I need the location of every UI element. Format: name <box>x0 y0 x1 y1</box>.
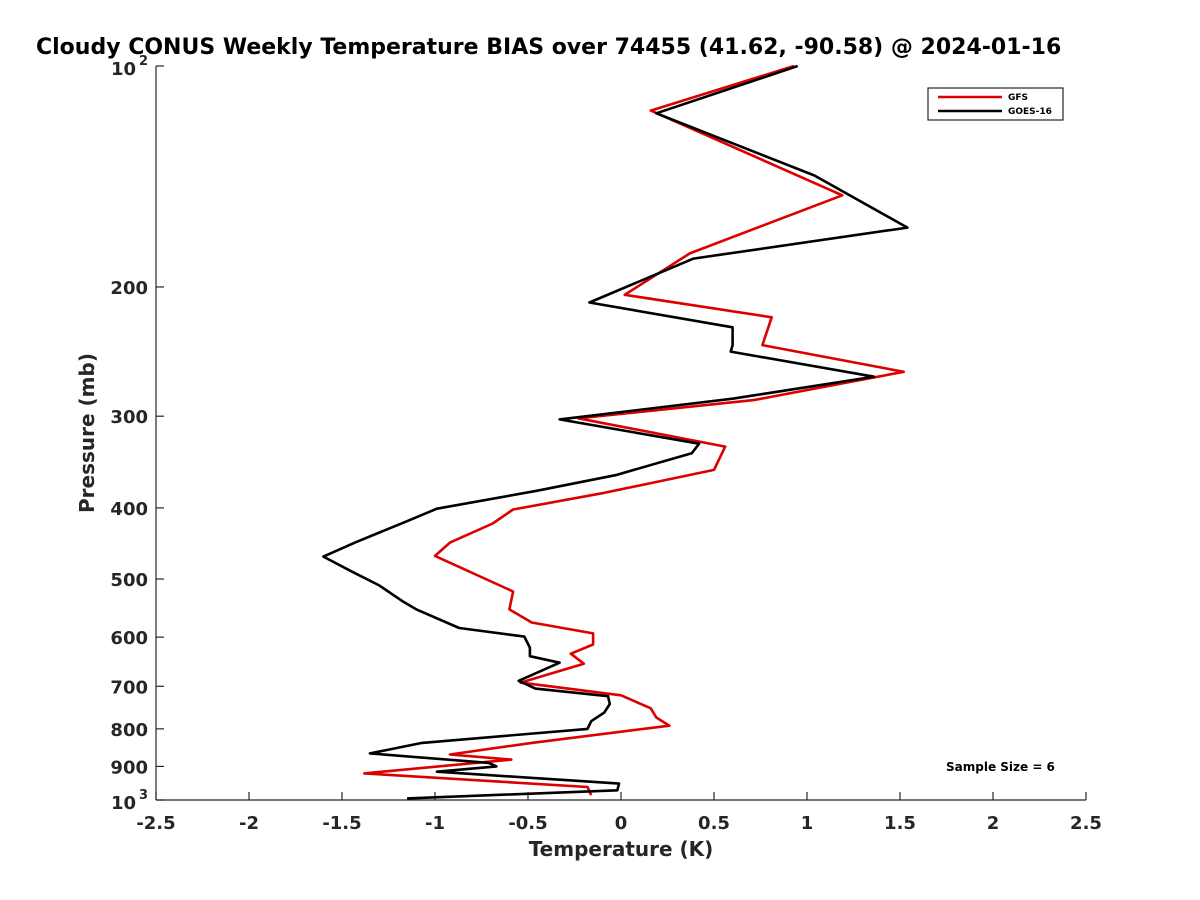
x-tick-label: -1 <box>425 813 445 834</box>
x-tick-label: 2 <box>987 813 1000 834</box>
x-tick-label: 1 <box>801 813 814 834</box>
x-tick-label: -2 <box>239 813 259 834</box>
x-tick-label: 1.5 <box>884 813 916 834</box>
x-axis-label: Temperature (K) <box>529 837 714 861</box>
y-tick-label: 900 <box>110 757 148 778</box>
chart-title: Cloudy CONUS Weekly Temperature BIAS ove… <box>36 35 1061 60</box>
x-tick-label: 0 <box>615 813 628 834</box>
y-tick-label: 200 <box>110 278 148 299</box>
legend-label-gfs: GFS <box>1008 93 1028 103</box>
x-tick-label: -1.5 <box>322 813 361 834</box>
y-axis-label: Pressure (mb) <box>75 353 99 513</box>
y-tick-label: 500 <box>110 570 148 591</box>
x-axis-ticks: -2.5 -2 -1.5 -1 -0.5 0 0.5 1 1.5 2 2.5 <box>136 792 1102 834</box>
x-tick-label: -0.5 <box>508 813 547 834</box>
series-line-goes16 <box>322 64 909 800</box>
y-tick-exponent: 2 <box>139 54 148 69</box>
y-tick-label: 300 <box>110 407 148 428</box>
y-tick-label: 10 <box>111 793 136 814</box>
x-tick-label: 2.5 <box>1070 813 1102 834</box>
sample-size-annotation: Sample Size = 6 <box>946 760 1055 774</box>
series-line-gfs <box>362 64 906 796</box>
legend: GFS GOES-16 <box>927 87 1064 121</box>
y-tick-label: 10 <box>111 59 136 80</box>
y-tick-label: 400 <box>110 499 148 520</box>
y-tick-label: 800 <box>110 720 148 741</box>
x-tick-label: -2.5 <box>136 813 175 834</box>
y-tick-label: 700 <box>110 677 148 698</box>
legend-label-goes16: GOES-16 <box>1008 107 1052 117</box>
x-tick-label: 0.5 <box>698 813 730 834</box>
series-lines <box>322 64 909 800</box>
legend-box <box>927 87 1064 121</box>
y-tick-label: 600 <box>110 628 148 649</box>
y-tick-exponent: 3 <box>139 788 148 803</box>
